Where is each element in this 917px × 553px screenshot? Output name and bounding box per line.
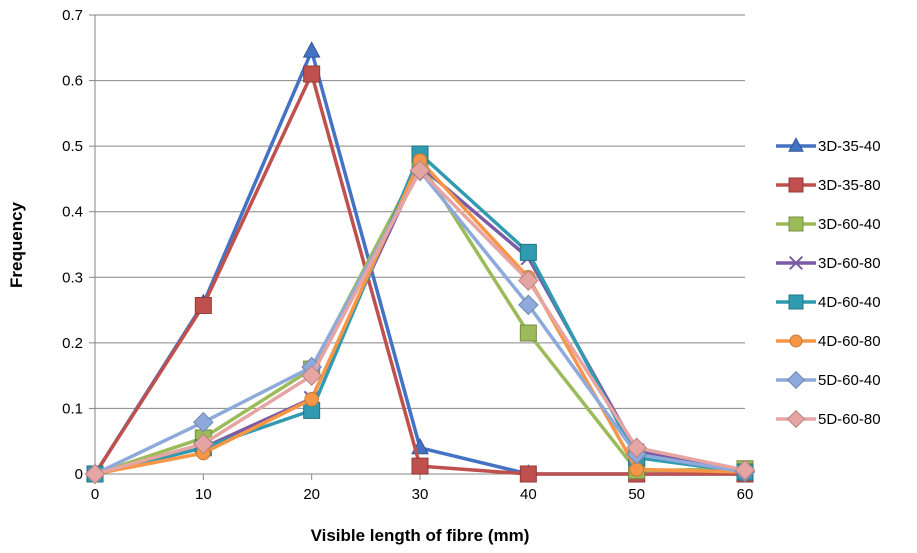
legend-marker	[788, 177, 804, 193]
data-point	[193, 411, 214, 433]
data-point	[518, 294, 539, 316]
data-point	[302, 41, 321, 58]
data-point	[303, 65, 321, 83]
y-axis-title: Frequency	[7, 201, 26, 288]
y-tick-label: 0.2	[62, 335, 83, 352]
legend-marker	[786, 409, 806, 429]
series-4D-60-80	[87, 153, 753, 482]
legend-item: 5D-60-80	[776, 409, 881, 429]
x-tick-label: 10	[195, 486, 212, 503]
x-tick-label: 40	[520, 486, 537, 503]
legend-item: 3D-60-80	[776, 255, 881, 272]
legend-item: 3D-60-40	[776, 216, 881, 233]
series-5D-60-40	[84, 160, 756, 485]
y-tick-label: 0.5	[62, 138, 83, 155]
axes: 0 0.1 0.2 0.3 0.4 0.5 0.6 0.7 0 10 20 30 40 50 60	[62, 7, 753, 503]
legend-marker	[789, 334, 803, 348]
y-tick-label: 0.3	[62, 269, 83, 286]
data-point	[519, 243, 537, 261]
legend-label: 3D-35-40	[818, 138, 881, 155]
data-point	[301, 365, 322, 386]
series-line	[93, 72, 745, 476]
data-point	[409, 160, 431, 181]
data-point	[193, 433, 214, 455]
legend-item: 4D-60-80	[776, 333, 881, 350]
legend-label: 4D-60-40	[818, 294, 881, 311]
legend-item: 3D-35-40	[776, 137, 881, 155]
legend: 3D-35-40 3D-35-80 3D-60-40 3D-60-80 4D-60-40…	[776, 137, 881, 429]
legend-item: 5D-60-40	[776, 370, 881, 390]
x-tick-label: 60	[737, 486, 754, 503]
legend-item: 3D-35-80	[776, 177, 881, 194]
data-point	[734, 459, 756, 481]
x-tick-label: 30	[412, 486, 429, 503]
data-point	[304, 391, 319, 407]
data-point	[518, 270, 539, 291]
data-point	[194, 296, 212, 314]
y-tick-label: 0.4	[62, 204, 83, 221]
series-layer	[84, 41, 756, 485]
legend-marker	[788, 216, 804, 232]
y-tick-label: 0	[75, 466, 83, 483]
legend-label: 3D-35-80	[818, 177, 881, 194]
x-axis-title: Visible length of fibre (mm)	[311, 526, 530, 545]
data-point	[84, 463, 106, 485]
gridlines	[95, 14, 745, 409]
series-line	[93, 49, 745, 476]
y-tick-label: 0.6	[62, 73, 83, 90]
x-tick-label: 50	[628, 486, 645, 503]
y-tick-label: 0.7	[62, 7, 83, 24]
data-point	[629, 462, 644, 477]
legend-label: 3D-60-40	[818, 216, 881, 233]
legend-marker	[788, 137, 804, 152]
series-3D-35-40	[86, 41, 754, 481]
legend-label: 5D-60-80	[818, 411, 881, 428]
legend-label: 5D-60-40	[818, 372, 881, 389]
series-3D-60-80	[87, 157, 753, 482]
x-tick-label: 0	[91, 486, 99, 503]
x-tick-label: 20	[303, 486, 320, 503]
data-point	[519, 465, 537, 483]
series-3D-35-80	[86, 65, 754, 483]
y-tick-label: 0.1	[62, 400, 83, 417]
series-3D-60-40	[86, 154, 754, 483]
legend-item: 4D-60-40	[776, 294, 881, 311]
legend-label: 3D-60-80	[818, 255, 881, 272]
data-point	[411, 457, 429, 475]
data-point	[626, 437, 647, 459]
legend-marker	[788, 294, 804, 310]
series-5D-60-80	[84, 160, 756, 485]
data-point	[519, 324, 537, 342]
legend-label: 4D-60-80	[818, 333, 881, 350]
legend-marker	[788, 255, 804, 271]
legend-marker	[786, 370, 806, 390]
